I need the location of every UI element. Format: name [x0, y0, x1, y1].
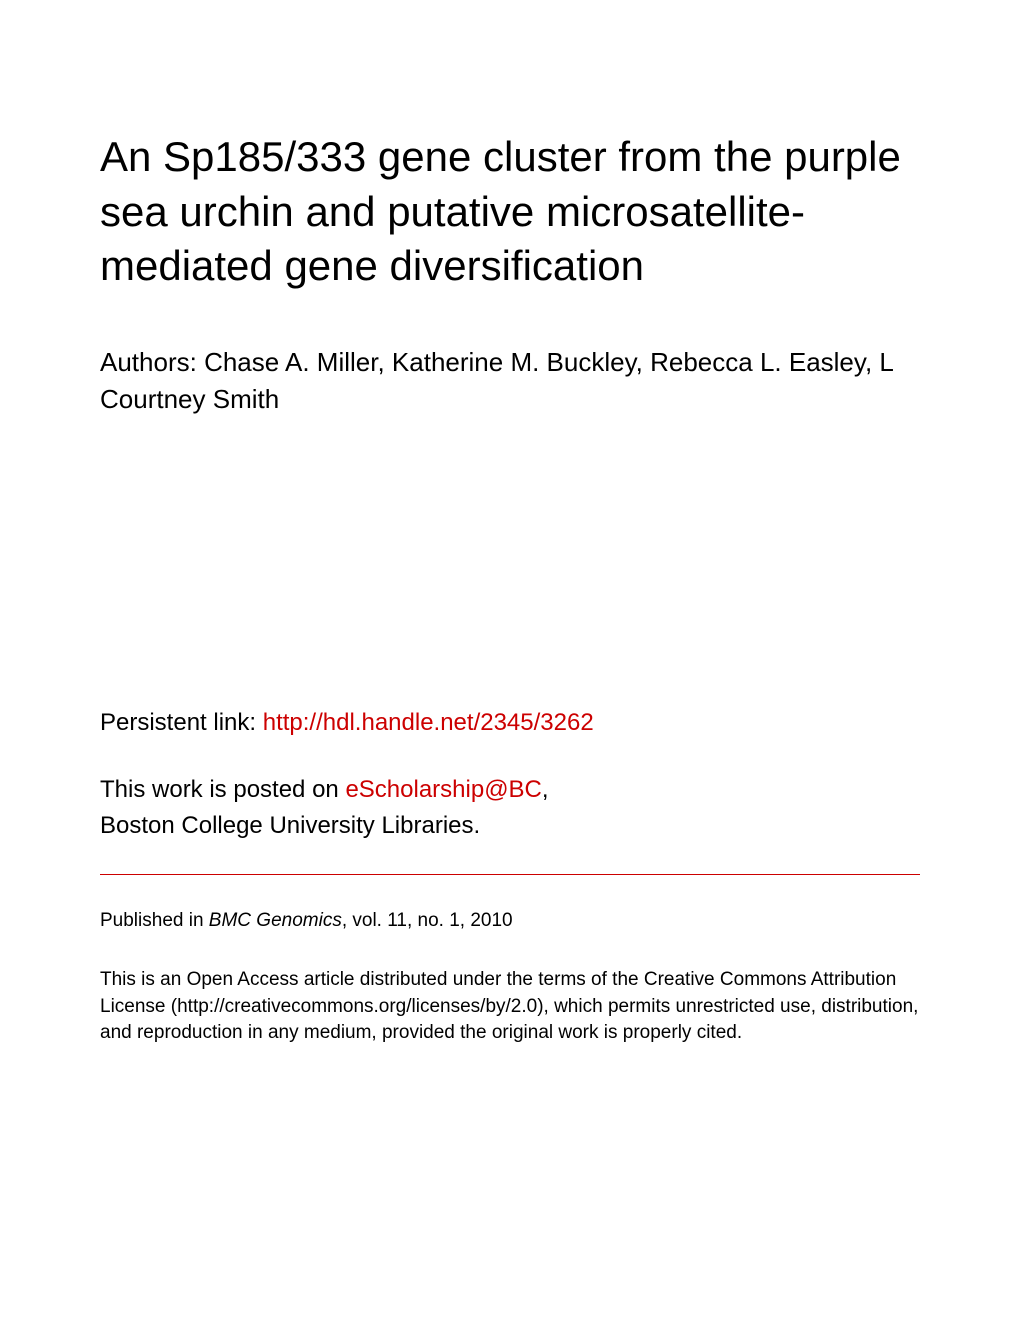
published-in-line: Published in BMC Genomics, vol. 11, no. …: [100, 910, 920, 932]
persistent-link-label: Persistent link:: [100, 709, 263, 736]
escholarship-link[interactable]: eScholarship@BC: [345, 776, 541, 803]
posted-on-suffix: ,: [542, 776, 549, 803]
persistent-link-line: Persistent link: http://hdl.handle.net/2…: [100, 709, 920, 737]
paper-title: An Sp185/333 gene cluster from the purpl…: [100, 130, 920, 294]
authors-line: Authors: Chase A. Miller, Katherine M. B…: [100, 344, 920, 419]
authors-label: Authors:: [100, 347, 204, 377]
section-divider: [100, 874, 920, 875]
published-suffix: , vol. 11, no. 1, 2010: [342, 910, 513, 931]
library-line: Boston College University Libraries.: [100, 812, 480, 839]
posted-on-prefix: This work is posted on: [100, 776, 345, 803]
authors-names: Chase A. Miller, Katherine M. Buckley, R…: [100, 347, 893, 415]
published-prefix: Published in: [100, 910, 209, 931]
journal-name: BMC Genomics: [209, 910, 342, 931]
persistent-link-url[interactable]: http://hdl.handle.net/2345/3262: [263, 709, 594, 736]
posted-on-block: This work is posted on eScholarship@BC, …: [100, 772, 920, 844]
license-text: This is an Open Access article distribut…: [100, 967, 920, 1047]
